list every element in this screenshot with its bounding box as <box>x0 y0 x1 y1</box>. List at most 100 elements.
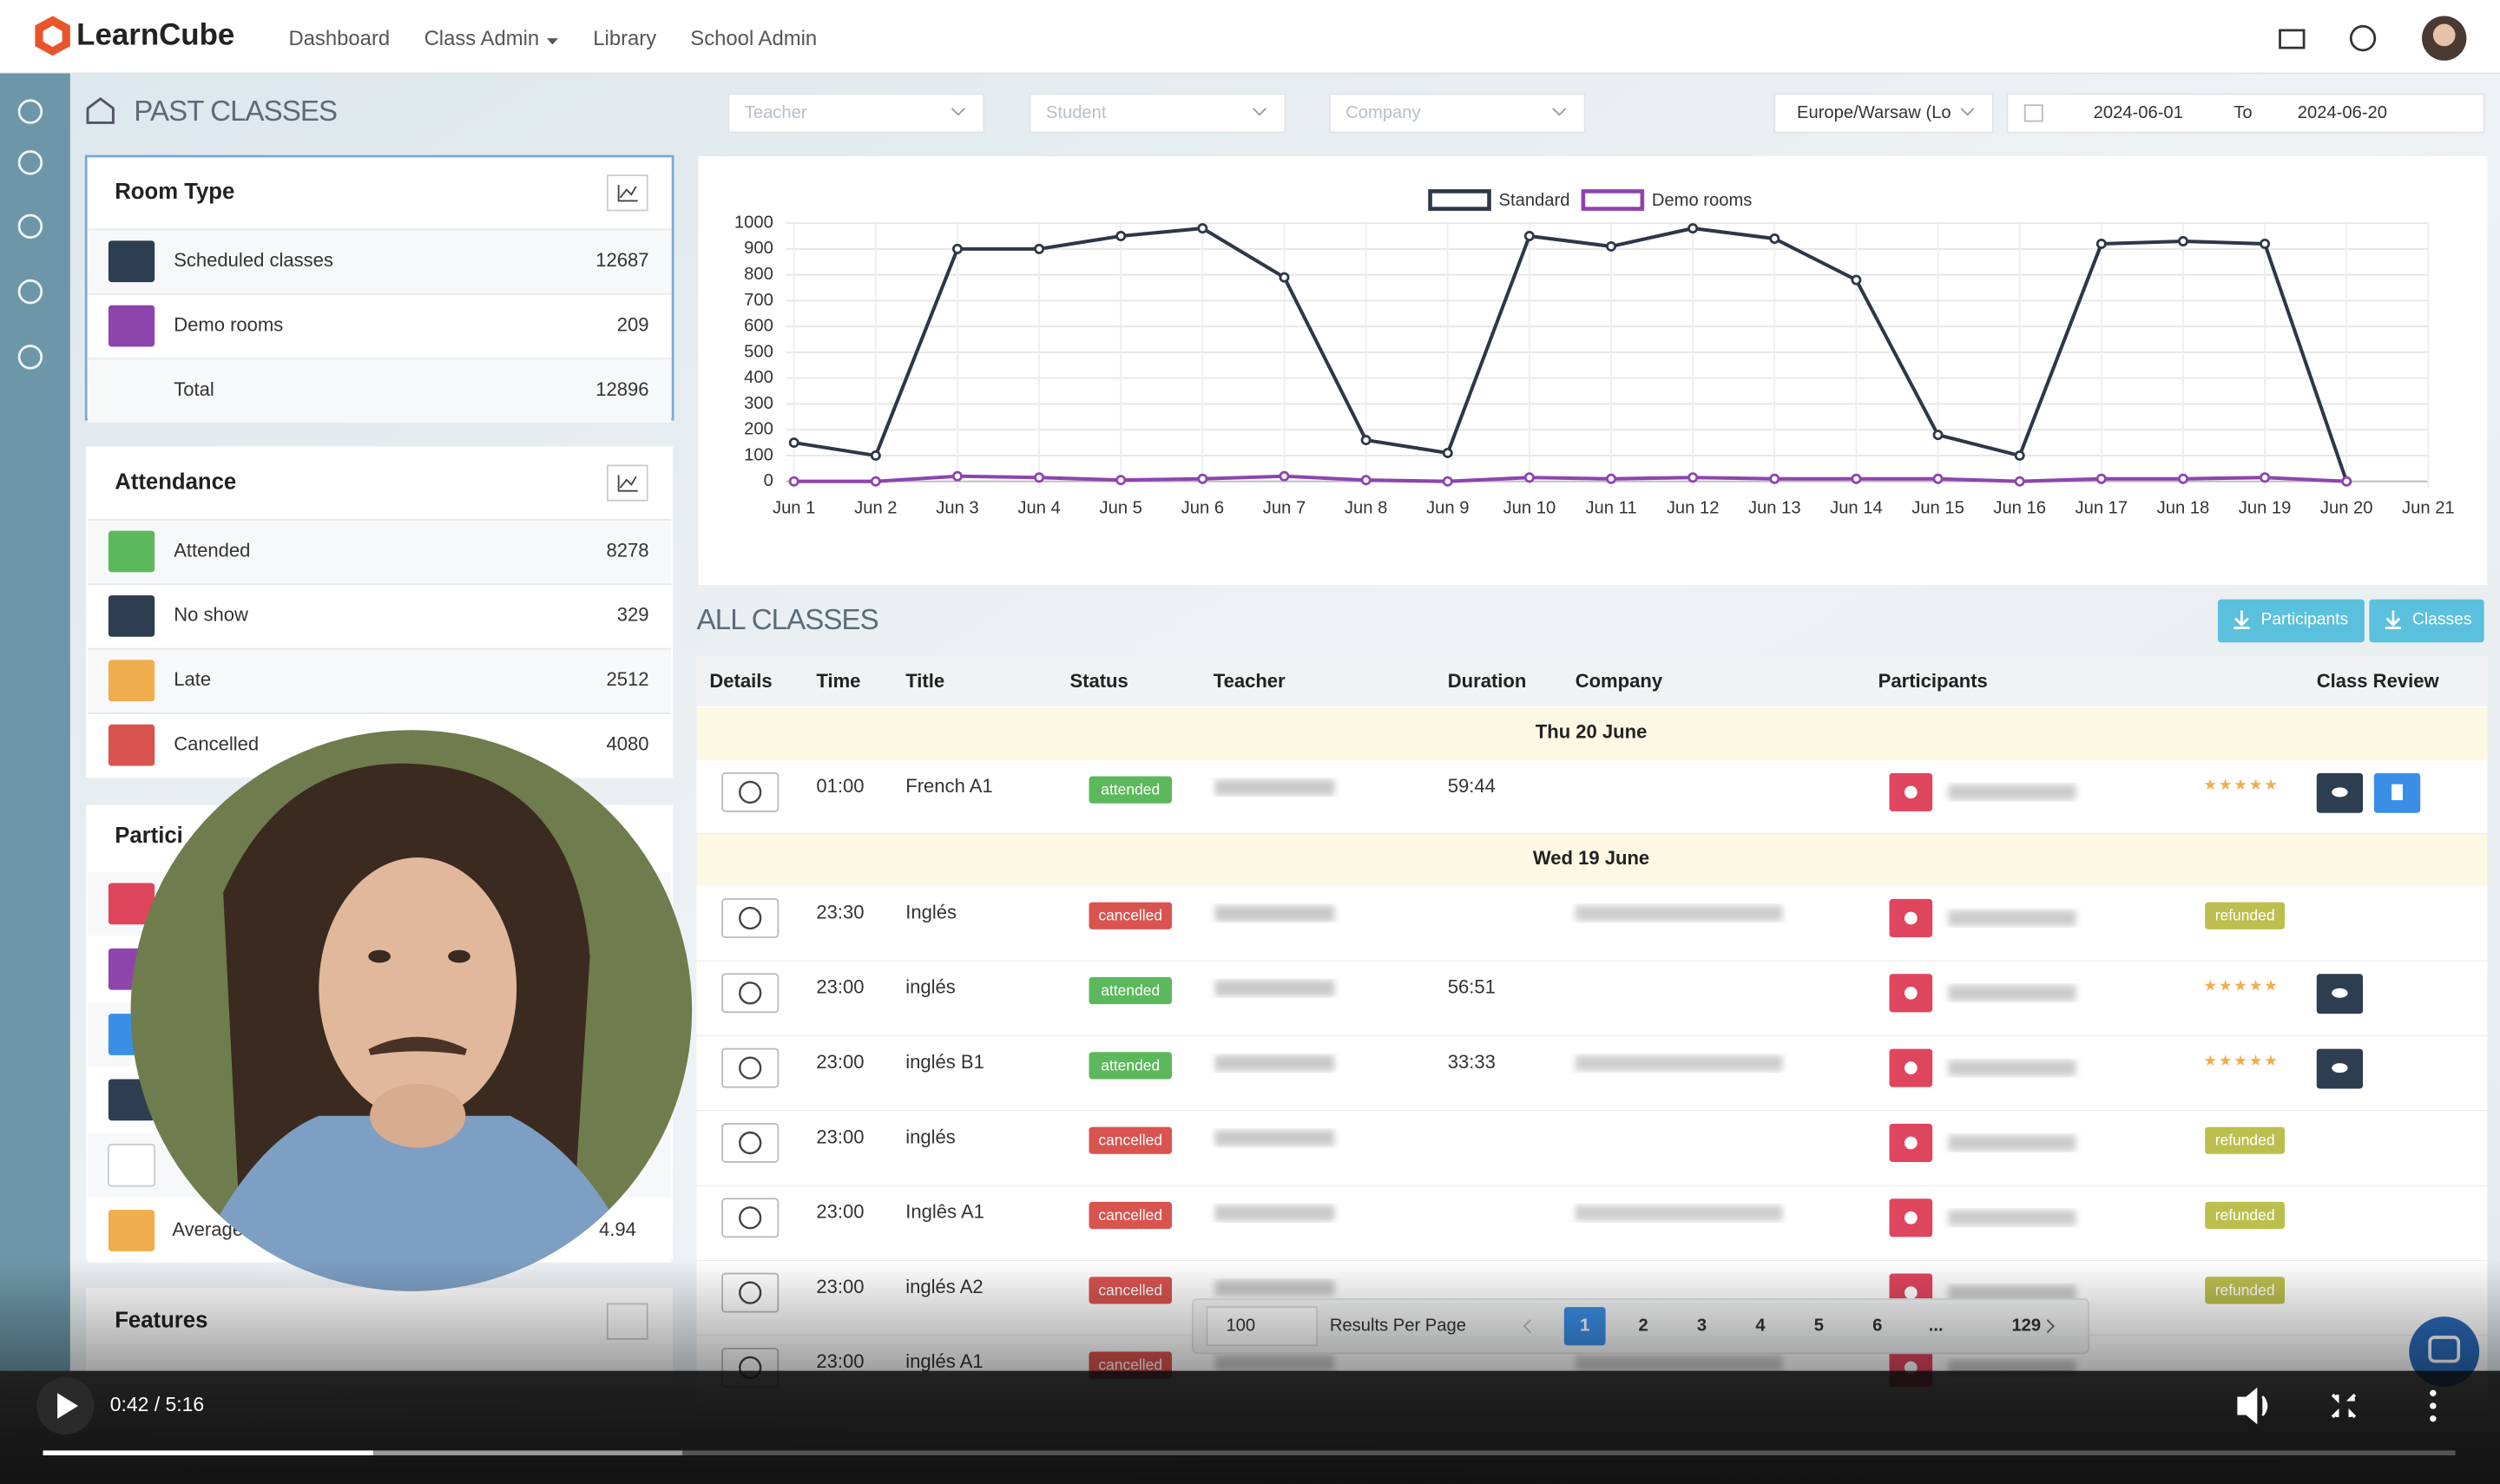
row-value: 4080 <box>607 733 649 755</box>
teacher-name-blurred <box>1214 1130 1335 1146</box>
y-tick-label: 0 <box>764 471 773 490</box>
progress-played <box>43 1450 373 1455</box>
details-button[interactable] <box>721 772 780 812</box>
export-button[interactable] <box>2369 599 2484 643</box>
x-tick-label: Jun 17 <box>2076 498 2128 517</box>
chevron <box>1253 108 1267 116</box>
volume-icon[interactable] <box>2237 1387 2268 1425</box>
sidebar-icon[interactable] <box>17 279 43 305</box>
filter-box[interactable] <box>1773 93 1994 134</box>
export-button[interactable] <box>2217 599 2365 643</box>
data-point <box>1523 472 1535 483</box>
status-label: attended <box>1101 781 1160 798</box>
y-tick-label: 900 <box>744 239 773 258</box>
data-point <box>1606 240 1616 252</box>
details-button[interactable] <box>721 973 780 1014</box>
sidebar-icon[interactable] <box>17 150 43 175</box>
row-icon <box>108 1210 155 1251</box>
row-label: Total <box>174 378 214 400</box>
data-point <box>1034 243 1045 254</box>
filter-box[interactable] <box>1029 93 1286 134</box>
sidebar-icon[interactable] <box>17 213 43 240</box>
home-icon <box>86 97 115 124</box>
data-point <box>951 243 963 254</box>
legend-swatch <box>1581 189 1645 211</box>
teacher-name-blurred <box>1214 980 1335 996</box>
participant-blurred <box>1948 985 2076 1001</box>
status-label: cancelled <box>1098 1132 1162 1149</box>
row-value: 329 <box>617 604 649 626</box>
class-title: inglés B1 <box>905 1051 984 1073</box>
panel-row <box>88 648 672 713</box>
play-icon[interactable] <box>57 1393 78 1419</box>
nav-link[interactable]: School Admin <box>690 27 817 50</box>
nav-link[interactable]: Class Admin <box>424 27 540 50</box>
menu-dot <box>2430 1415 2437 1422</box>
y-tick-label: 500 <box>744 342 773 361</box>
legend-label: Standard <box>1499 191 1570 210</box>
details-button[interactable] <box>721 1122 780 1163</box>
data-point <box>1932 430 1944 441</box>
row-label: Late <box>174 668 211 690</box>
data-point <box>1360 475 1372 486</box>
data-point <box>1851 274 1862 286</box>
status-badge <box>1089 1201 1172 1230</box>
participant-glyph <box>1904 785 1918 799</box>
export-button-label[interactable]: Participants <box>2260 611 2348 629</box>
row-icon <box>108 724 155 766</box>
info-icon <box>739 1056 762 1080</box>
data-point <box>788 476 799 487</box>
nav-link[interactable]: Library <box>593 27 656 50</box>
panel-row <box>88 519 672 584</box>
info-icon <box>739 1131 762 1155</box>
data-point <box>870 450 881 461</box>
data-point <box>951 470 963 482</box>
data-point <box>870 476 881 487</box>
data-point <box>1851 473 1862 484</box>
participant-glyph <box>1904 1136 1918 1150</box>
class-title: inglés <box>905 1126 956 1147</box>
class-duration: 59:44 <box>1448 775 1496 797</box>
x-tick-label: Jun 13 <box>1748 498 1801 517</box>
data-point <box>2177 473 2188 484</box>
column-header: Class Review <box>2317 670 2440 692</box>
details-button[interactable] <box>721 1198 780 1238</box>
nav-link[interactable]: Dashboard <box>288 27 390 50</box>
mail-icon[interactable] <box>2279 29 2306 49</box>
panel-chart-button[interactable] <box>606 174 648 212</box>
video-bottom <box>0 1370 2500 1484</box>
panel-chart-button[interactable] <box>606 464 648 502</box>
x-tick-label: Jun 8 <box>1345 498 1387 517</box>
fullscreen-exit-icon[interactable] <box>2331 1393 2357 1419</box>
export-button-label[interactable]: Classes <box>2412 611 2472 629</box>
panel-title: Attendance <box>115 469 236 494</box>
menu-dot <box>2430 1389 2437 1396</box>
teacher-name-blurred <box>1214 1054 1335 1072</box>
brand: LearnCube <box>76 17 234 51</box>
details-button[interactable] <box>721 898 780 938</box>
class-title: inglés <box>905 976 956 998</box>
x-tick-label: Jun 21 <box>2402 498 2455 517</box>
sidebar-icon[interactable] <box>17 99 43 124</box>
status-badge <box>1089 976 1172 1005</box>
filter-box[interactable] <box>727 93 985 134</box>
status-badge <box>1089 1126 1172 1154</box>
eye <box>368 949 391 963</box>
filter-box[interactable] <box>1328 93 1586 134</box>
sidebar-icon[interactable] <box>17 345 43 370</box>
chart-panel <box>698 156 2488 586</box>
company-blurred <box>1575 1054 1783 1072</box>
status-badge <box>1089 1052 1172 1080</box>
status-label: cancelled <box>1098 907 1162 924</box>
details-button[interactable] <box>721 1047 780 1088</box>
participant-blurred <box>1948 784 2076 801</box>
table-row <box>696 961 2488 1036</box>
teacher-name-blurred <box>1214 779 1335 796</box>
row-value: 8278 <box>607 539 649 561</box>
panel-row <box>88 584 672 648</box>
participant-glyph <box>1904 1061 1918 1074</box>
data-point <box>1769 233 1780 244</box>
date-box[interactable] <box>2006 93 2485 134</box>
data-point <box>2095 473 2107 484</box>
info-icon <box>739 982 762 1005</box>
